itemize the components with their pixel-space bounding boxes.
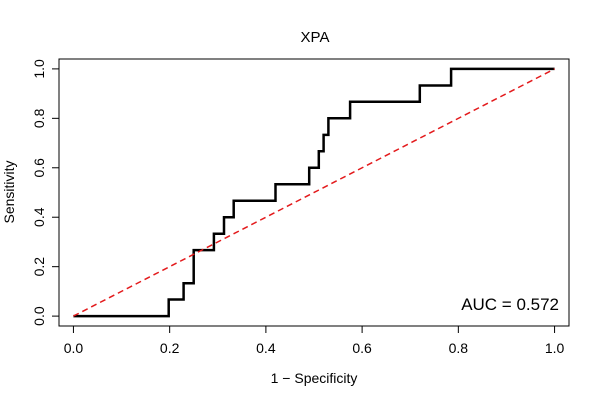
x-tick-label: 0.0 xyxy=(64,340,84,356)
x-tick-label: 1.0 xyxy=(545,340,565,356)
y-tick-label: 0.4 xyxy=(31,207,47,227)
x-tick-label: 0.8 xyxy=(449,340,469,356)
x-axis: 0.0 0.2 0.4 0.6 0.8 1.0 xyxy=(64,325,565,356)
y-tick-label: 0.0 xyxy=(31,306,47,326)
y-axis-label: Sensitivity xyxy=(1,160,17,223)
x-axis-label: 1 − Specificity xyxy=(271,370,358,386)
x-tick-label: 0.6 xyxy=(352,340,372,356)
chart-title: XPA xyxy=(301,29,330,46)
y-axis: 0.0 0.2 0.4 0.6 0.8 1.0 xyxy=(31,59,60,326)
x-tick-label: 0.4 xyxy=(256,340,276,356)
auc-annotation: AUC = 0.572 xyxy=(461,295,559,314)
roc-curve-line xyxy=(73,67,555,318)
y-tick-label: 0.2 xyxy=(31,257,47,277)
y-tick-label: 0.8 xyxy=(31,108,47,128)
y-tick-label: 0.6 xyxy=(31,158,47,178)
reference-diagonal-line xyxy=(73,68,555,317)
series-layer xyxy=(73,67,555,318)
y-tick-label: 1.0 xyxy=(31,59,47,79)
x-tick-label: 0.2 xyxy=(160,340,180,356)
